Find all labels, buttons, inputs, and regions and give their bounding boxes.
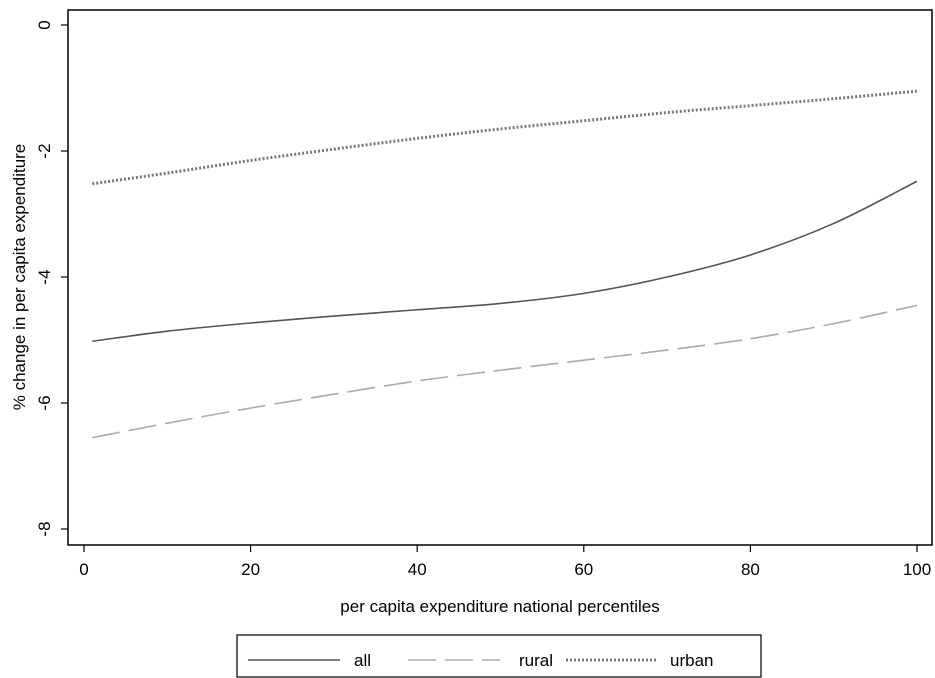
legend-box [236,634,762,678]
x-axis: 0 20 40 60 80 100 [79,545,931,579]
y-tick-label: -6 [35,395,54,410]
series-lines [92,89,918,439]
x-tick-label: 80 [741,560,760,579]
legend: all rural urban [236,634,762,678]
y-tick-label: -2 [35,143,54,158]
y-axis-title: % change in per capita expenditure [10,144,29,411]
legend-label-all: all [354,651,371,670]
series-line-rural [92,304,918,439]
legend-label-rural: rural [519,651,553,670]
y-tick-label: -4 [35,269,54,284]
x-axis-title: per capita expenditure national percenti… [340,597,659,616]
y-tick-label: 0 [35,20,54,29]
x-tick-label: 20 [241,560,260,579]
series-line-all [92,180,918,343]
x-tick-label: 60 [574,560,593,579]
x-tick-label: 0 [79,560,88,579]
series-line-urban [92,89,918,186]
plot-area [67,9,933,546]
legend-label-urban: urban [670,651,713,670]
x-tick-label: 40 [408,560,427,579]
x-tick-label: 100 [903,560,931,579]
y-axis: 0 -2 -4 -6 -8 [35,20,68,537]
y-tick-label: -8 [35,521,54,536]
